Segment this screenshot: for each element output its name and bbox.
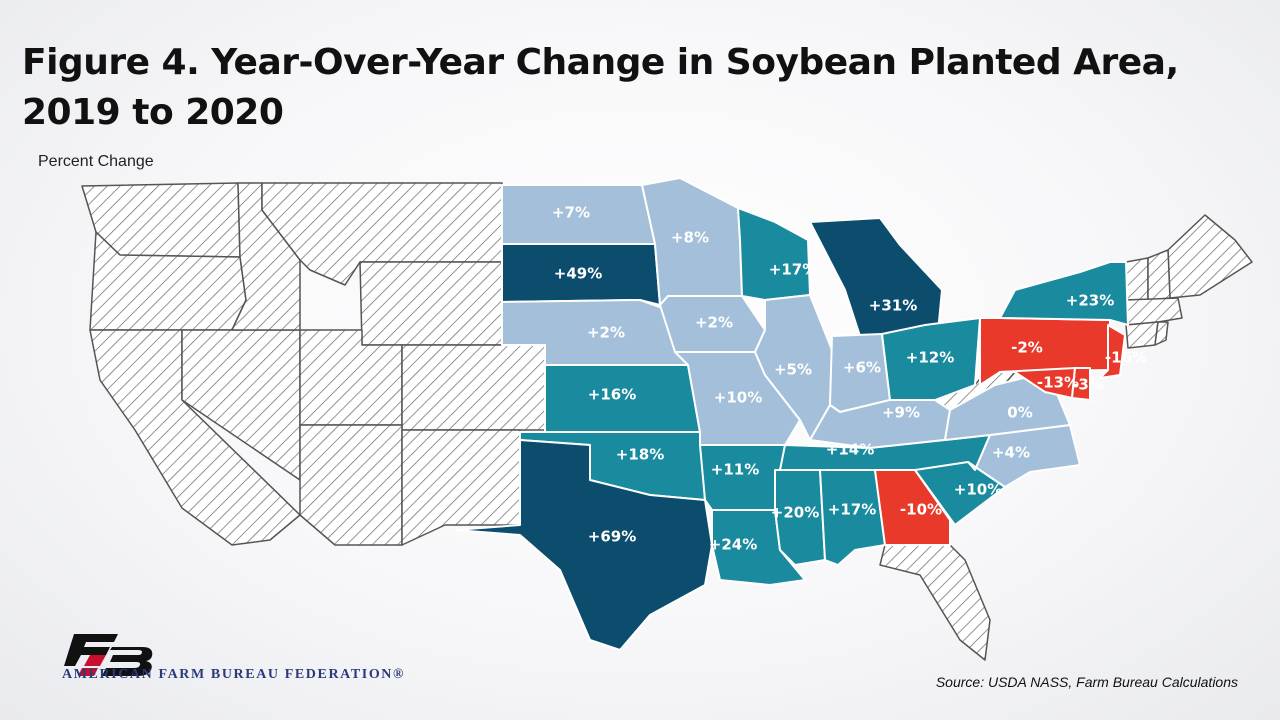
state-label-tn: +14% bbox=[826, 441, 874, 459]
state-label-nc: +4% bbox=[992, 444, 1030, 462]
state-de bbox=[1071, 367, 1091, 401]
state-wy-no-data bbox=[359, 261, 503, 346]
state-label-ms: +20% bbox=[771, 504, 819, 522]
state-label-nj: -16% bbox=[1105, 349, 1147, 367]
state-md bbox=[999, 367, 1076, 399]
state-sd bbox=[501, 243, 661, 306]
state-mi bbox=[809, 217, 943, 337]
state-label-ga: -10% bbox=[900, 501, 942, 519]
state-label-la: +24% bbox=[709, 536, 757, 554]
afbf-logo-icon bbox=[64, 634, 153, 676]
state-me-no-data bbox=[1167, 214, 1253, 299]
state-label-al: +17% bbox=[828, 501, 876, 519]
state-label-ar: +11% bbox=[711, 461, 759, 479]
state-label-nd: +7% bbox=[552, 204, 590, 222]
state-label-ia: +2% bbox=[695, 314, 733, 332]
state-ny bbox=[999, 261, 1129, 326]
state-label-mn: +8% bbox=[671, 229, 709, 247]
state-label-ky: +9% bbox=[882, 404, 920, 422]
state-label-il: +5% bbox=[774, 361, 812, 379]
state-nh-no-data bbox=[1147, 249, 1171, 301]
state-co-no-data bbox=[401, 344, 546, 431]
state-nm-no-data bbox=[401, 429, 521, 546]
state-label-de: -3% bbox=[1072, 376, 1104, 394]
state-nc bbox=[967, 424, 1081, 488]
state-label-va: 0% bbox=[1007, 404, 1032, 422]
state-label-wi: +17% bbox=[769, 261, 817, 279]
state-label-ok: +18% bbox=[616, 446, 664, 464]
page-title: Figure 4. Year-Over-Year Change in Soybe… bbox=[22, 42, 1179, 133]
state-tx bbox=[454, 439, 713, 651]
state-label-ks: +16% bbox=[588, 386, 636, 404]
state-ut-no-data bbox=[299, 329, 403, 426]
state-label-md: -13% bbox=[1037, 374, 1079, 392]
source-note: Source: USDA NASS, Farm Bureau Calculati… bbox=[935, 674, 1238, 690]
state-ma-no-data bbox=[1125, 297, 1183, 326]
state-label-tx: +69% bbox=[588, 528, 636, 546]
state-fl-no-data bbox=[879, 544, 991, 661]
state-label-mo: +10% bbox=[714, 389, 762, 407]
state-label-in: +6% bbox=[843, 359, 881, 377]
state-label-mi: +31% bbox=[869, 297, 917, 315]
state-az-no-data bbox=[299, 424, 403, 546]
state-label-ne: +2% bbox=[587, 324, 625, 342]
state-label-sd: +49% bbox=[554, 265, 602, 283]
state-ct-no-data bbox=[1125, 321, 1159, 349]
state-nj bbox=[1099, 324, 1126, 379]
legend-subtitle: Percent Change bbox=[38, 153, 154, 170]
state-label-sc: +10% bbox=[954, 481, 1002, 499]
state-ga bbox=[874, 469, 951, 546]
logo-wordmark: AMERICAN FARM BUREAU FEDERATION® bbox=[62, 667, 406, 682]
state-ri-no-data bbox=[1154, 321, 1169, 346]
state-label-oh: +12% bbox=[906, 349, 954, 367]
state-vt-no-data bbox=[1125, 257, 1149, 301]
state-label-ny: +23% bbox=[1066, 292, 1114, 310]
state-label-pa: -2% bbox=[1011, 339, 1043, 357]
state-wi bbox=[737, 207, 811, 301]
state-il bbox=[754, 294, 833, 441]
